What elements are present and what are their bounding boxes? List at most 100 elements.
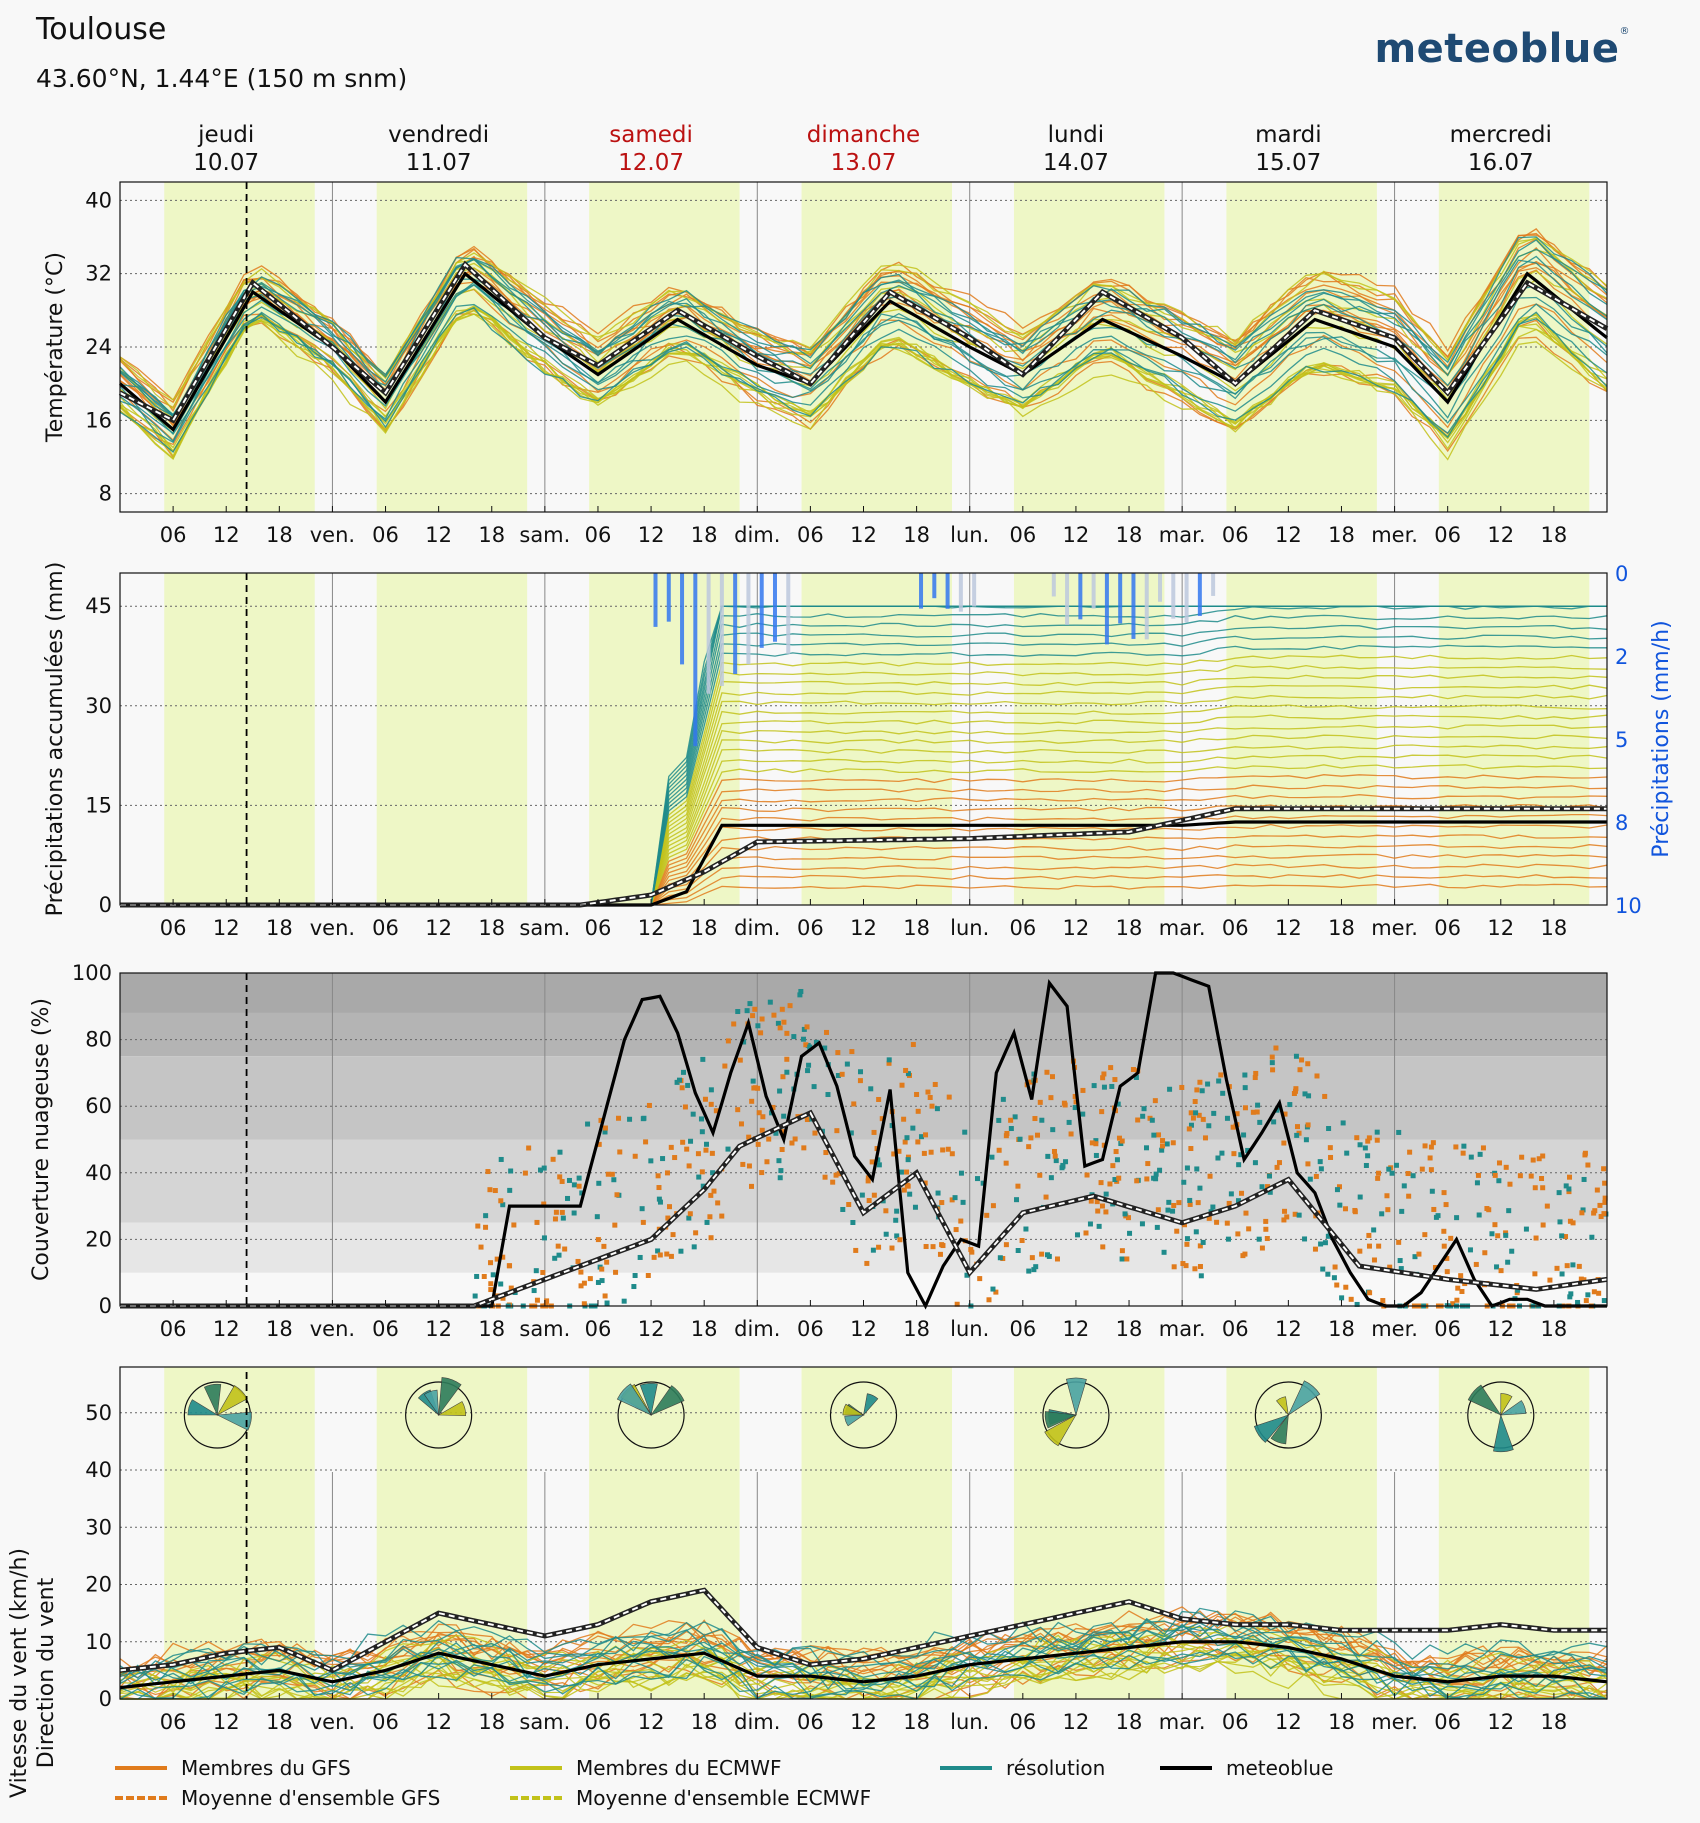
cloud-member-point [1557,1219,1563,1225]
cloud-member-point [1242,1085,1248,1091]
cloud-member-point [1098,1180,1104,1186]
cloud-member-point [670,1232,676,1238]
cloud-member-point [990,1203,996,1209]
cloud-member-point [1596,1290,1602,1296]
cloud-member-point [684,1146,690,1152]
x-tick-label: 12 [1063,1317,1090,1341]
cloud-member-point [792,1136,798,1142]
cloud-member-point [500,1295,506,1301]
y-tick-label: 10 [85,1630,112,1654]
day-name: samedi [609,122,693,148]
x-tick-label: 12 [850,916,877,940]
y-tick-label: 60 [85,1094,112,1118]
cloud-member-point [1110,1163,1116,1169]
cloud-member-point [1196,1112,1202,1118]
legend-swatch [510,1796,562,1800]
wind-rose-sector [616,1383,652,1416]
cloud-member-point [1124,1256,1130,1262]
cloud-member-point [1318,1166,1324,1172]
cloud-member-point [1563,1234,1569,1240]
cloud-member-point [1197,1079,1203,1085]
cloud-member-point [507,1263,513,1269]
y-axis-label: Température (°C) [43,252,68,443]
daylight-band [1013,573,1165,905]
wind-rose-sector [437,1401,466,1417]
x-tick-label: dim. [734,916,780,940]
cloud-member-point [776,1158,782,1164]
cloud-member-point [1332,1264,1338,1270]
cloud-member-point [1441,1228,1447,1234]
cloud-member-point [1023,1226,1029,1232]
cloud-member-point [1000,1096,1006,1102]
cloud-member-point [746,1163,752,1169]
cloud-member-point [1416,1251,1422,1257]
daylight-band [164,573,315,905]
cloud-member-point [893,1217,899,1223]
cloud-member-point [483,1213,489,1219]
cloud-member-point [1109,1083,1115,1089]
ensemble-mean-line [120,807,1607,906]
cloud-member-point [871,1129,877,1135]
x-tick-label: 06 [585,523,612,547]
cloud-member-point [1037,1099,1043,1105]
cloud-member-point [1498,1268,1504,1274]
cloud-member-point [1050,1127,1056,1133]
cloud-member-point [902,1139,908,1145]
cloud-member-point [1568,1291,1574,1297]
x-tick-label: 18 [1328,916,1355,940]
cloud-member-point [990,1286,996,1292]
cloud-member-point [678,1248,684,1254]
cloud-member-point [1509,1248,1515,1254]
cloud-member-point [1159,1147,1165,1153]
wind-rose-sector [863,1393,879,1416]
x-tick-label: 18 [903,916,930,940]
cloud-member-point [1496,1178,1502,1184]
legend-swatch [510,1766,562,1770]
cloud-member-point [544,1298,550,1304]
cloud-member-point [565,1195,571,1201]
day-name: jeudi [197,122,254,148]
cloud-member-point [1048,1175,1054,1181]
cloud-member-point [613,1269,619,1275]
cloud-member-point [1171,1264,1177,1270]
x-tick-label: 06 [372,1710,399,1734]
cloud-member-point [1532,1185,1538,1191]
cloud-member-point [744,1008,750,1014]
cloud-member-point [773,1130,779,1136]
cloud-member-point [1220,1090,1226,1096]
cloud-member-point [1095,1208,1101,1214]
cloud-member-point [851,1101,857,1107]
cloud-member-point [1376,1243,1382,1249]
cloud-member-point [1119,1248,1125,1254]
cloud-member-point [1503,1232,1509,1238]
cloud-member-point [779,1146,785,1152]
cloud-member-point [1103,1209,1109,1215]
x-tick-label: 06 [160,1710,187,1734]
cloud-member-point [894,1208,900,1214]
cloud-member-point [1441,1190,1447,1196]
wind-rose-sector [1253,1414,1290,1443]
cloud-member-point [1267,1189,1273,1195]
cloud-member-point [1253,1070,1259,1076]
cloud-member-point [562,1246,568,1252]
cloud-member-point [575,1258,581,1264]
x-tick-label: 12 [425,1710,452,1734]
y-tick-label: 24 [85,335,112,359]
legend-swatch [940,1766,992,1770]
cloud-member-point [1337,1202,1343,1208]
cloud-member-point [725,1146,731,1152]
precipitation-bar [932,573,937,599]
cloud-member-point [1299,1057,1305,1063]
cloud-member-point [954,1301,960,1307]
x-tick-label: 12 [638,1317,665,1341]
cloud-member-point [1238,1152,1244,1158]
y-tick-label: 100 [72,961,112,985]
cloud-member-point [1454,1297,1460,1303]
x-tick-label: 06 [372,1317,399,1341]
y-tick-label: 20 [85,1227,112,1251]
ensemble-mean-line-outline [118,260,1609,424]
cloud-member-point [1199,1088,1205,1094]
cloud-member-point [939,1242,945,1248]
cloud-member-point [1144,1176,1150,1182]
cloud-member-point [559,1178,565,1184]
